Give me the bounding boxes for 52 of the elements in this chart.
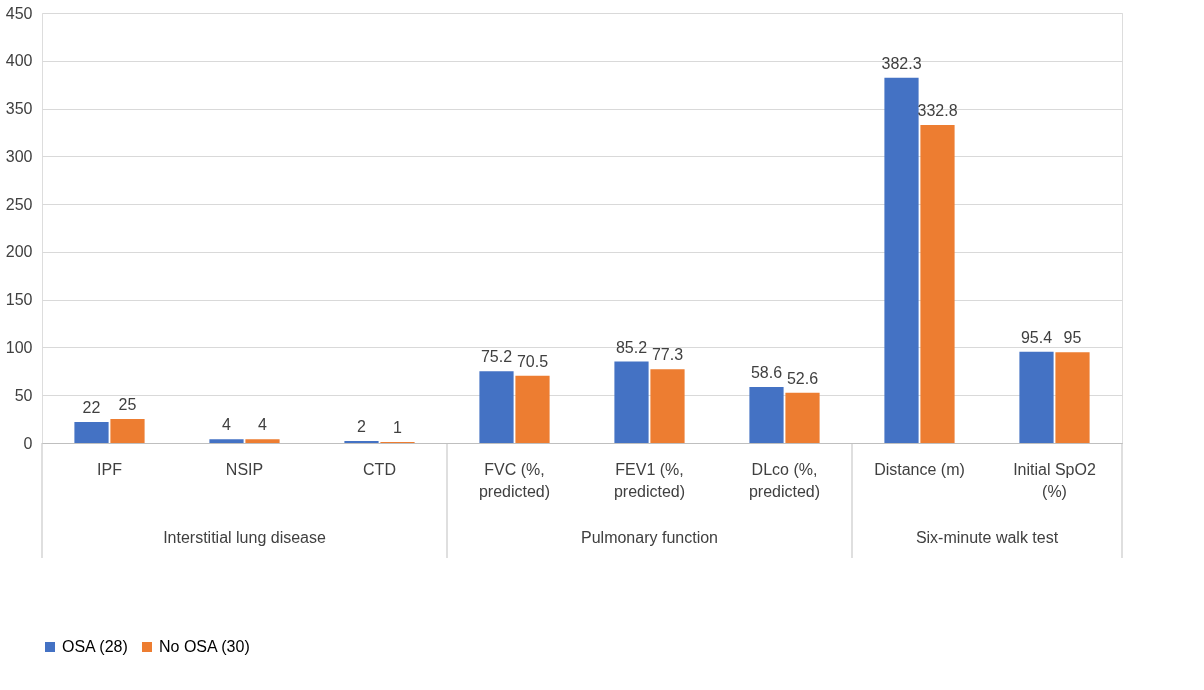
y-tick-label: 400	[5, 52, 33, 70]
text: Six-minute walk test	[915, 529, 1059, 546]
bar	[749, 387, 784, 443]
x-tick-label: CTD	[363, 460, 396, 478]
bar	[479, 371, 514, 443]
bar	[785, 392, 820, 443]
bar	[920, 124, 955, 443]
bar	[1019, 351, 1054, 443]
data-label: 25	[118, 396, 137, 414]
bar	[209, 439, 244, 443]
data-label: 58.6	[750, 364, 783, 381]
y-tick-label: 0	[23, 434, 33, 452]
data-label: 1	[393, 419, 403, 437]
data-label: 2	[357, 418, 367, 436]
bar	[515, 375, 550, 443]
text: Pulmonary function	[581, 529, 718, 546]
x-tick-label: DLco (%, predicted)	[748, 460, 821, 500]
data-label: 95.4	[1020, 328, 1053, 346]
legend-label: No OSA (30)	[159, 638, 250, 655]
x-tick-label: FVC (%, predicted)	[478, 460, 551, 500]
data-label: 85.2	[615, 338, 648, 356]
x-tick-label: FEV1 (%, predicted)	[613, 460, 686, 500]
data-label: 382.3	[881, 54, 922, 72]
text: Interstitial lung disease	[163, 529, 326, 546]
data-label: 77.3	[651, 346, 684, 364]
bar	[614, 361, 649, 443]
bar	[1055, 352, 1090, 443]
bar	[245, 439, 280, 443]
x-tick-label: IPF	[97, 460, 123, 478]
x-tick-label: Initial SpO2 (%)	[1013, 460, 1096, 500]
data-label: 75.2	[480, 348, 513, 366]
x-tick-label: Distance (m)	[874, 460, 965, 478]
data-label: 22	[82, 398, 101, 416]
data-label: 52.6	[786, 369, 819, 387]
bar	[74, 421, 109, 443]
y-tick-label: 450	[5, 4, 33, 22]
y-tick-label: 200	[5, 243, 33, 261]
bar	[110, 419, 145, 443]
y-tick-label: 300	[5, 147, 33, 165]
data-label: 4	[258, 416, 268, 434]
y-tick-label: 350	[5, 100, 33, 118]
data-label: 4	[222, 416, 232, 434]
x-tick-label: NSIP	[225, 460, 264, 478]
bar	[884, 77, 919, 443]
y-tick-label: 250	[5, 195, 33, 213]
bar	[650, 369, 685, 443]
data-label: 70.5	[516, 352, 549, 370]
y-tick-label: 50	[14, 386, 33, 404]
legend-label: OSA (28)	[62, 638, 128, 655]
data-label: 95	[1063, 329, 1082, 347]
y-tick-label: 150	[5, 291, 33, 309]
y-tick-label: 100	[5, 338, 33, 356]
